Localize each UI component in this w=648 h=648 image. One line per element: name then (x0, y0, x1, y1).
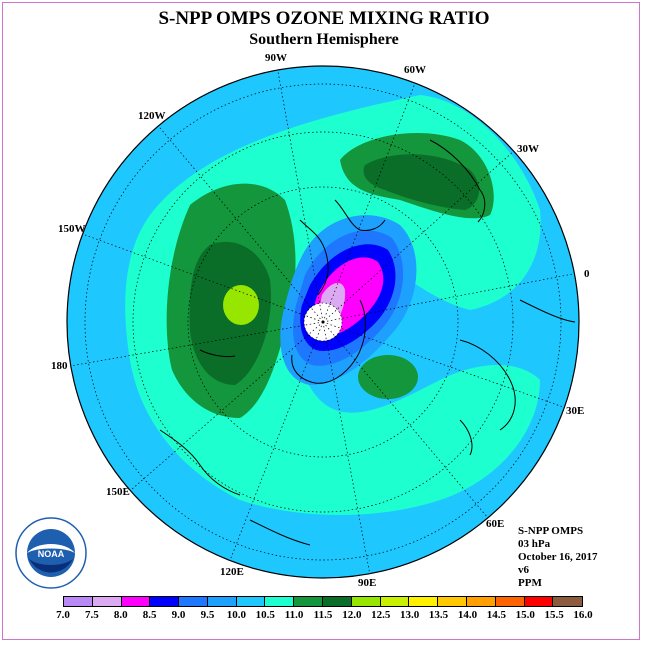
colorbar-swatch (64, 597, 93, 606)
lon-label-0: 0 (584, 268, 590, 280)
colorbar-tick-label: 9.5 (200, 609, 215, 621)
colorbar-swatch (121, 597, 151, 606)
colorbar-swatch (409, 597, 439, 606)
colorbar-tick-label: 8.0 (113, 609, 128, 621)
contour-11-0-east (358, 355, 418, 399)
lon-label-120e: 120E (220, 566, 244, 578)
colorbar-tick-label: 11.0 (284, 609, 304, 621)
colorbar-ticks: 7.0 7.5 8.0 8.5 9.0 9.5 10.0 10.5 11.0 11.5 12.0 12… (0, 609, 648, 623)
map-title: S-NPP OMPS OZONE MIXING RATIO (158, 8, 490, 29)
colorbar-tick-label: 7.0 (56, 609, 70, 621)
colorbar-tick-label: 14.5 (486, 609, 506, 621)
meridians (69, 66, 579, 576)
colorbar-swatch (92, 597, 122, 606)
colorbar-tick-label: 11.5 (313, 609, 333, 621)
lon-label-180: 180 (51, 360, 68, 372)
lon-label-30w: 30W (517, 143, 539, 155)
colorbar-tick-label: 12.0 (342, 609, 362, 621)
colorbar-tick-label: 13.0 (400, 609, 420, 621)
lon-label-120w: 120W (138, 110, 166, 122)
colorbar-swatch (323, 597, 352, 606)
info-date: October 16, 2017 (518, 551, 598, 563)
map-subtitle: Southern Hemisphere (249, 31, 399, 48)
colorbar-swatch (438, 597, 467, 606)
coastlines (159, 139, 576, 546)
lon-label-60w: 60W (404, 64, 426, 76)
colorbar-swatch (466, 597, 496, 606)
colorbar-tick-label: 15.5 (544, 609, 564, 621)
contour-11-5-north (363, 154, 480, 210)
colorbar-tick-label: 15.0 (515, 609, 535, 621)
colorbar-swatch (179, 597, 208, 606)
colorbar-tick-label: 13.5 (428, 609, 449, 621)
colorbar-swatch (265, 597, 295, 606)
south-pole-dot (321, 320, 325, 324)
info-level: 03 hPa (518, 538, 551, 550)
colorbar-swatch (294, 597, 324, 606)
colorbar-swatch (351, 597, 381, 606)
lon-label-30e: 30E (566, 405, 585, 417)
noaa-logo-icon: NOAA (15, 517, 87, 589)
colorbar (63, 596, 583, 607)
colorbar-swatch (380, 597, 410, 606)
figure-frame (2, 2, 640, 640)
contour-12-5-spot (223, 285, 259, 325)
colorbar-tick-label: 8.5 (142, 609, 157, 621)
info-instrument: S-NPP OMPS (518, 525, 584, 537)
colorbar-tick-label: 14.0 (457, 609, 478, 621)
colorbar-swatch (495, 597, 525, 606)
lon-label-60e: 60E (486, 518, 505, 530)
colorbar-swatch (207, 597, 237, 606)
map-boundary (66, 65, 580, 579)
logo-text: NOAA (38, 549, 65, 559)
lon-label-150e: 150E (106, 486, 130, 498)
latitude-circles (84, 83, 562, 561)
colorbar-tick-label: 9.0 (171, 609, 186, 621)
colorbar-swatch (553, 597, 583, 606)
colorbar-swatch (150, 597, 180, 606)
info-units: PPM (518, 577, 542, 589)
lon-label-90e: 90E (358, 577, 377, 589)
info-block: S-NPP OMPS 03 hPa October 16, 2017 v6 PP… (518, 525, 598, 590)
colorbar-swatch (236, 597, 266, 606)
colorbar-swatch (524, 597, 554, 606)
lon-label-150w: 150W (58, 223, 86, 235)
lon-label-90w: 90W (265, 52, 287, 64)
colorbar-tick-label: 10.5 (255, 609, 275, 621)
colorbar-tick-label: 16.0 (573, 609, 593, 621)
colorbar-tick-label: 10.0 (226, 609, 246, 621)
colorbar-tick-label: 7.5 (85, 609, 99, 621)
colorbar-tick-label: 12.5 (371, 609, 391, 621)
info-version: v6 (518, 564, 529, 576)
